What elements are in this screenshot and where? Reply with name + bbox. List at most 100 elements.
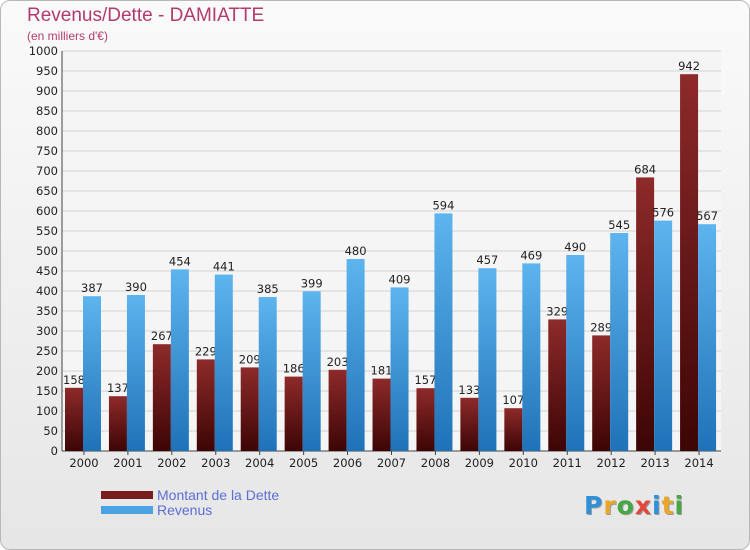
bar-revenus	[390, 287, 409, 451]
bar-revenus	[478, 268, 497, 451]
bar-dette	[152, 344, 171, 451]
bar-revenus	[170, 269, 189, 451]
data-label-revenus: 385	[257, 282, 279, 296]
y-tick-label: 450	[36, 264, 58, 278]
legend-swatch-revenus	[101, 505, 153, 514]
bar-dette	[328, 369, 347, 451]
bar-revenus	[654, 220, 673, 451]
proxiti-logo: Proxiti	[584, 491, 684, 520]
data-label-revenus: 490	[564, 240, 586, 254]
x-tick-label: 2002	[157, 456, 186, 470]
logo-letter-4: i	[652, 491, 662, 520]
y-tick-label: 600	[36, 204, 58, 218]
bar-revenus	[302, 291, 321, 451]
x-tick-label: 2012	[597, 456, 626, 470]
logo-letter-0: P	[584, 491, 604, 520]
data-label-revenus: 567	[696, 209, 718, 223]
bar-revenus	[566, 255, 585, 451]
data-label-revenus: 480	[345, 244, 367, 258]
data-label-dette: 267	[151, 329, 173, 343]
legend-item-revenus: Revenus	[101, 501, 279, 518]
legend: Montant de la Dette Revenus	[101, 486, 280, 518]
y-tick-label: 750	[36, 144, 58, 158]
data-label-dette: 181	[371, 364, 393, 378]
data-label-dette: 329	[546, 304, 568, 318]
bar-revenus	[126, 295, 145, 451]
data-label-dette: 289	[590, 320, 612, 334]
y-tick-label: 0	[51, 444, 58, 458]
chart-subtitle: (en milliers d'€)	[27, 29, 108, 43]
legend-label-dette: Montant de la Dette	[157, 486, 280, 503]
data-label-dette: 137	[107, 381, 129, 395]
bar-dette	[284, 376, 303, 451]
logo-letter-5: t	[661, 491, 675, 520]
y-tick-label: 900	[36, 84, 58, 98]
logo-letter-2: o	[616, 491, 635, 520]
data-label-dette: 203	[327, 355, 349, 369]
x-tick-label: 2007	[377, 456, 406, 470]
data-label-dette: 684	[634, 162, 656, 176]
y-tick-label: 250	[36, 344, 58, 358]
data-label-revenus: 457	[476, 253, 498, 267]
legend-item-dette: Montant de la Dette	[101, 486, 280, 503]
y-tick-label: 850	[36, 104, 58, 118]
data-label-revenus: 545	[608, 218, 630, 232]
bar-dette	[504, 408, 523, 451]
data-label-dette: 107	[502, 393, 524, 407]
logo-letter-1: r	[603, 491, 617, 520]
y-tick-label: 300	[36, 324, 58, 338]
x-tick-label: 2013	[640, 456, 669, 470]
bar-dette	[372, 378, 391, 451]
bar-revenus	[346, 259, 365, 451]
data-label-dette: 209	[239, 352, 261, 366]
data-label-revenus: 390	[125, 280, 147, 294]
y-tick-label: 150	[36, 384, 58, 398]
y-tick-label: 100	[36, 404, 58, 418]
y-tick-label: 500	[36, 244, 58, 258]
x-tick-label: 2001	[113, 456, 142, 470]
bar-revenus	[610, 233, 629, 451]
data-label-revenus: 454	[169, 254, 191, 268]
bar-dette	[636, 177, 655, 451]
x-tick-label: 2003	[201, 456, 230, 470]
data-label-revenus: 441	[213, 260, 235, 274]
y-tick-label: 950	[36, 64, 58, 78]
bar-revenus	[258, 297, 277, 451]
y-tick-label: 50	[43, 424, 58, 438]
bar-revenus	[214, 274, 233, 451]
x-tick-label: 2010	[509, 456, 538, 470]
bar-dette	[196, 359, 215, 451]
data-label-dette: 186	[283, 362, 305, 376]
data-label-revenus: 594	[432, 198, 454, 212]
bar-dette	[416, 388, 435, 451]
bar-dette	[240, 367, 259, 451]
y-tick-label: 700	[36, 164, 58, 178]
legend-label-revenus: Revenus	[157, 501, 213, 518]
bar-dette	[108, 396, 127, 451]
y-tick-label: 650	[36, 184, 58, 198]
data-label-dette: 157	[414, 373, 436, 387]
bar-revenus	[522, 263, 541, 451]
data-label-dette: 229	[195, 344, 217, 358]
x-tick-label: 2004	[245, 456, 274, 470]
y-tick-label: 200	[36, 364, 58, 378]
x-tick-label: 2005	[289, 456, 318, 470]
data-label-revenus: 399	[301, 276, 323, 290]
bar-revenus	[434, 213, 453, 451]
data-label-dette: 158	[63, 373, 85, 387]
y-tick-label: 350	[36, 304, 58, 318]
chart-title: Revenus/Dette - DAMIATTE	[27, 5, 265, 26]
bar-revenus	[698, 224, 717, 451]
data-label-dette: 942	[678, 59, 700, 73]
bar-dette	[65, 387, 83, 451]
bar-revenus	[83, 296, 101, 451]
data-label-revenus: 409	[389, 272, 411, 286]
legend-swatch-dette	[101, 490, 153, 499]
y-tick-label: 550	[36, 224, 58, 238]
data-label-dette: 133	[458, 383, 480, 397]
x-tick-label: 2006	[333, 456, 362, 470]
y-tick-label: 400	[36, 284, 58, 298]
data-label-revenus: 387	[81, 281, 103, 295]
logo-letter-3: x	[634, 491, 652, 520]
